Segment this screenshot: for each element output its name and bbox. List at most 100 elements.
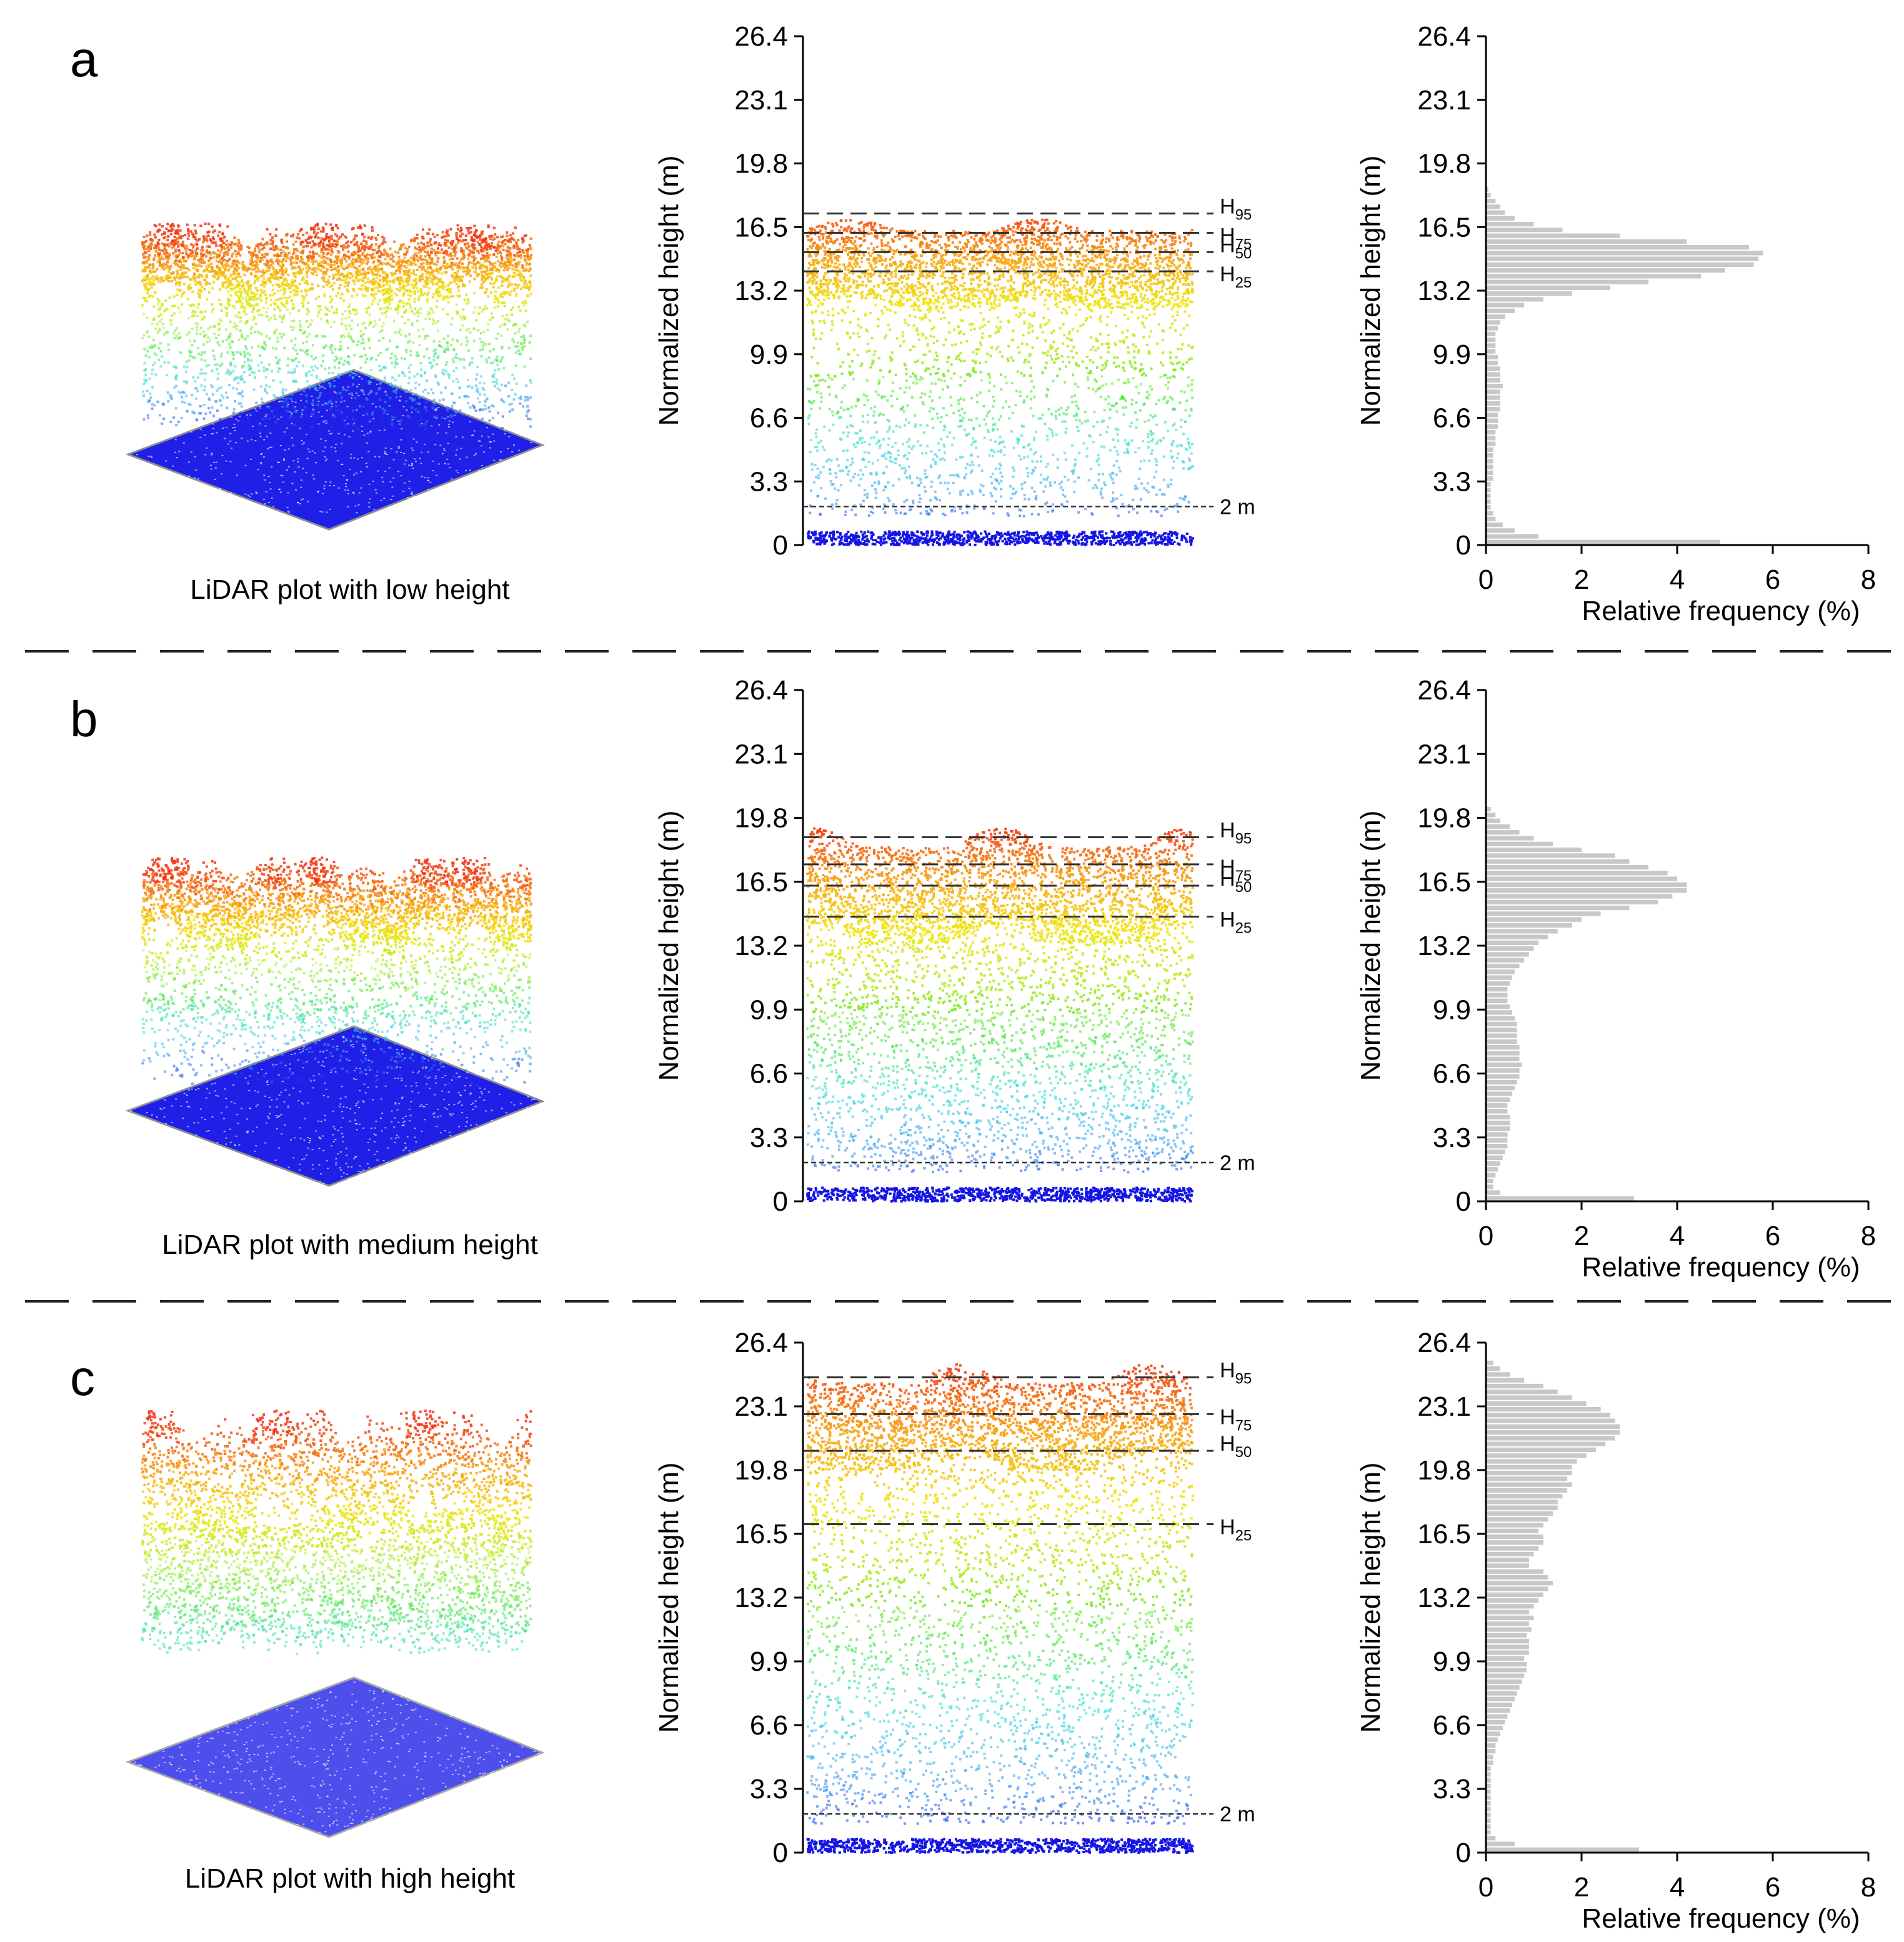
ground-point bbox=[256, 410, 258, 412]
ground-point bbox=[367, 393, 370, 395]
cloud-point bbox=[273, 292, 276, 295]
cloud-point bbox=[496, 299, 499, 302]
cloud-point bbox=[357, 226, 360, 229]
cloud-point bbox=[159, 349, 162, 353]
cloud-point bbox=[475, 389, 478, 393]
cloud-point bbox=[189, 278, 192, 281]
ground-point bbox=[386, 454, 388, 456]
cloud-point bbox=[170, 394, 173, 398]
ground-point bbox=[281, 475, 284, 477]
ground-point bbox=[487, 436, 490, 438]
scatter-point bbox=[1029, 531, 1032, 534]
cloud-point bbox=[226, 264, 229, 267]
cloud-point bbox=[507, 254, 511, 257]
cloud-point bbox=[281, 261, 284, 264]
cloud-point bbox=[306, 244, 309, 248]
cloud-point bbox=[402, 287, 406, 290]
cloud-point bbox=[396, 294, 399, 297]
cloud-point bbox=[475, 319, 478, 322]
ground-point bbox=[368, 506, 371, 508]
cloud-point bbox=[482, 249, 485, 253]
cloud-point bbox=[177, 277, 181, 280]
cloud-point bbox=[349, 241, 352, 244]
cloud-point bbox=[455, 251, 458, 254]
cloud-point bbox=[157, 279, 160, 283]
cloud-point bbox=[411, 397, 414, 400]
cloud-point bbox=[277, 286, 281, 289]
ground-point bbox=[434, 444, 437, 446]
cloud-point bbox=[524, 396, 527, 399]
cloud-point bbox=[197, 293, 201, 296]
ground-point bbox=[361, 457, 364, 459]
cloud-point bbox=[505, 256, 508, 259]
cloud-point bbox=[184, 370, 187, 373]
cloud-point bbox=[210, 310, 213, 313]
ground-point bbox=[508, 436, 511, 438]
cloud-point bbox=[427, 232, 430, 235]
ground-point bbox=[373, 509, 376, 511]
cloud-point bbox=[343, 246, 346, 249]
cloud-point bbox=[270, 370, 273, 373]
cloud-point bbox=[156, 260, 159, 263]
ground-point bbox=[320, 438, 322, 440]
cloud-point bbox=[308, 267, 311, 270]
cloud-point bbox=[425, 276, 428, 279]
cloud-point bbox=[436, 268, 439, 271]
cloud-point bbox=[480, 264, 483, 268]
cloud-point bbox=[501, 426, 504, 429]
cloud-point bbox=[330, 268, 333, 271]
cloud-point bbox=[336, 261, 339, 264]
cloud-point bbox=[455, 235, 458, 238]
cloud-point bbox=[200, 353, 203, 356]
cloud-point bbox=[301, 258, 304, 261]
cloud-point bbox=[202, 239, 206, 242]
cloud-point bbox=[189, 287, 192, 290]
cloud-point bbox=[318, 386, 321, 389]
ground-point bbox=[445, 432, 447, 434]
cloud-point bbox=[246, 300, 249, 303]
cloud-point bbox=[258, 423, 261, 426]
cloud-point bbox=[436, 291, 439, 294]
cloud-point bbox=[296, 249, 299, 253]
cloud-point bbox=[184, 266, 187, 269]
cloud-point bbox=[506, 231, 509, 234]
cloud-point bbox=[345, 328, 348, 331]
cloud-point bbox=[291, 319, 294, 323]
scatter-point bbox=[1105, 532, 1108, 535]
cloud-point bbox=[201, 254, 204, 257]
cloud-point bbox=[487, 256, 490, 259]
cloud-point bbox=[362, 261, 365, 264]
cloud-point bbox=[192, 376, 195, 379]
cloud-point bbox=[341, 318, 344, 321]
cloud-point bbox=[416, 258, 419, 261]
cloud-point bbox=[345, 278, 348, 281]
cloud-point bbox=[181, 303, 184, 306]
cloud-point bbox=[462, 253, 466, 256]
cloud-point bbox=[330, 249, 333, 253]
cloud-point bbox=[271, 266, 274, 269]
cloud-point bbox=[527, 286, 530, 289]
cloud-point bbox=[226, 406, 229, 409]
cloud-point bbox=[369, 247, 372, 250]
cloud-point bbox=[459, 294, 462, 298]
cloud-point bbox=[379, 398, 382, 401]
cloud-point bbox=[399, 244, 402, 247]
cloud-point bbox=[402, 294, 405, 297]
cloud-point bbox=[229, 244, 232, 247]
cloud-point bbox=[487, 406, 491, 409]
cloud-point bbox=[266, 253, 269, 256]
scatter-point bbox=[839, 540, 842, 543]
cloud-point bbox=[161, 266, 164, 269]
cloud-point bbox=[372, 375, 375, 378]
cloud-point bbox=[317, 263, 320, 266]
scatter-point bbox=[906, 531, 909, 534]
cloud-point bbox=[485, 358, 488, 361]
y-tick-label: 13.2 bbox=[734, 276, 788, 306]
cloud-point bbox=[301, 349, 304, 352]
ground-point bbox=[342, 475, 345, 477]
cloud-point bbox=[272, 415, 276, 418]
cloud-point bbox=[228, 299, 231, 302]
cloud-point bbox=[300, 289, 303, 293]
cloud-point bbox=[285, 279, 288, 283]
cloud-point bbox=[304, 281, 307, 284]
